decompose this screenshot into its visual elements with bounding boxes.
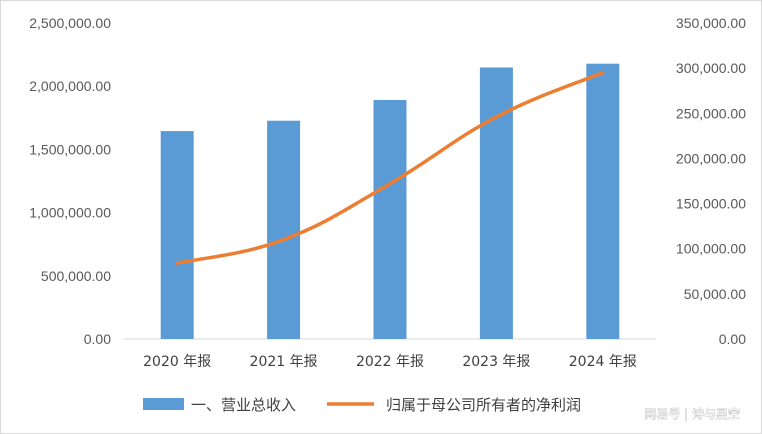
bar (373, 99, 407, 339)
y-right-tick-label: 250,000.00 (676, 105, 746, 121)
y-left-tick-label: 1,000,000.00 (29, 205, 111, 221)
bar (267, 120, 301, 339)
x-tick-label: 2022 年报 (356, 354, 424, 370)
y-right-tick-label: 0.00 (719, 331, 746, 347)
y-right-tick-label: 50,000.00 (684, 286, 746, 302)
legend-swatch-bar (143, 398, 184, 410)
x-tick-label: 2023 年报 (462, 354, 530, 370)
y-right-tick-label: 100,000.00 (676, 241, 746, 257)
watermark: 网易号 | 诗与星空 (644, 407, 740, 421)
bar (479, 67, 513, 339)
y-left-tick-label: 1,500,000.00 (29, 141, 111, 157)
legend-label-bar: 一、营业总收入 (191, 396, 296, 414)
x-tick-label: 2021 年报 (250, 354, 318, 370)
bar (160, 131, 194, 339)
y-left-tick-label: 2,000,000.00 (29, 78, 111, 94)
y-right-tick-label: 200,000.00 (676, 150, 746, 166)
x-tick-label: 2020 年报 (143, 354, 211, 370)
y-right-tick-label: 350,000.00 (676, 15, 746, 31)
bar (586, 63, 620, 339)
legend-label-line: 归属于母公司所有者的净利润 (386, 396, 581, 414)
bar-series (160, 63, 620, 339)
y-left-tick-label: 500,000.00 (41, 268, 111, 284)
line-series (175, 70, 605, 265)
y-left-tick-label: 0.00 (84, 331, 111, 347)
y-right-tick-label: 300,000.00 (676, 60, 746, 76)
axes: 0.00 500,000.00 1,000,000.00 1,500,000.00 2,… (29, 15, 746, 370)
legend: 一、营业总收入 归属于母公司所有者的净利润 (143, 396, 581, 414)
x-tick-label: 2024 年报 (569, 354, 637, 370)
y-right-tick-label: 150,000.00 (676, 196, 746, 212)
y-left-tick-label: 2,500,000.00 (29, 15, 111, 31)
